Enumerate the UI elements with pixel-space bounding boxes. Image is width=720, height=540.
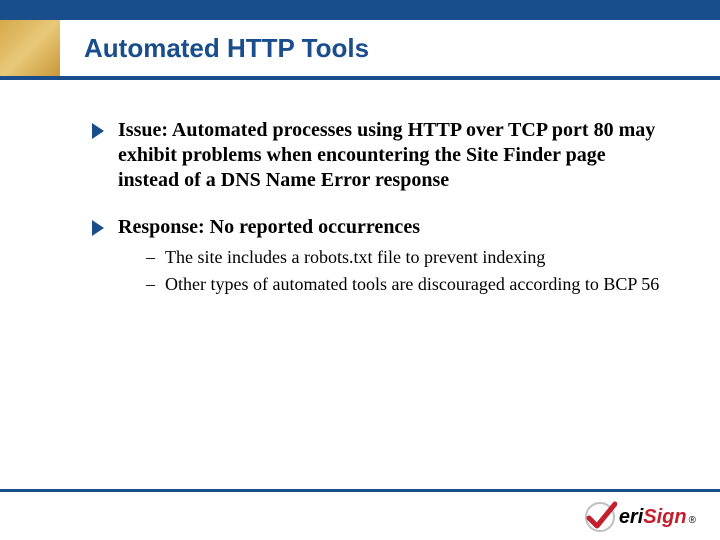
triangle-bullet-icon xyxy=(92,123,104,139)
verisign-logo: eriSign® xyxy=(583,500,696,534)
content-area: Issue: Automated processes using HTTP ov… xyxy=(0,76,720,301)
bullet-item: Issue: Automated processes using HTTP ov… xyxy=(92,118,660,193)
logo-text: eriSign® xyxy=(619,506,696,529)
bullet-text: Response: No reported occurrences xyxy=(118,215,660,240)
check-icon xyxy=(583,500,617,534)
bottom-line xyxy=(0,489,720,492)
bullet-text: Issue: Automated processes using HTTP ov… xyxy=(118,118,660,193)
triangle-bullet-icon xyxy=(92,220,104,236)
title-underline xyxy=(0,76,720,80)
sub-item: – Other types of automated tools are dis… xyxy=(146,273,660,296)
slide-title: Automated HTTP Tools xyxy=(84,33,369,64)
logo-reg: ® xyxy=(689,515,696,526)
dash-icon: – xyxy=(146,273,155,296)
bullet-item: Response: No reported occurrences – The … xyxy=(92,215,660,301)
title-row: Automated HTTP Tools xyxy=(0,20,720,76)
logo-sign: Sign xyxy=(643,506,686,529)
sub-text: Other types of automated tools are disco… xyxy=(165,273,659,296)
dash-icon: – xyxy=(146,246,155,269)
sub-list: – The site includes a robots.txt file to… xyxy=(146,246,660,297)
logo-eri: eri xyxy=(619,506,643,529)
top-bar xyxy=(0,0,720,20)
sub-item: – The site includes a robots.txt file to… xyxy=(146,246,660,269)
sub-text: The site includes a robots.txt file to p… xyxy=(165,246,545,269)
